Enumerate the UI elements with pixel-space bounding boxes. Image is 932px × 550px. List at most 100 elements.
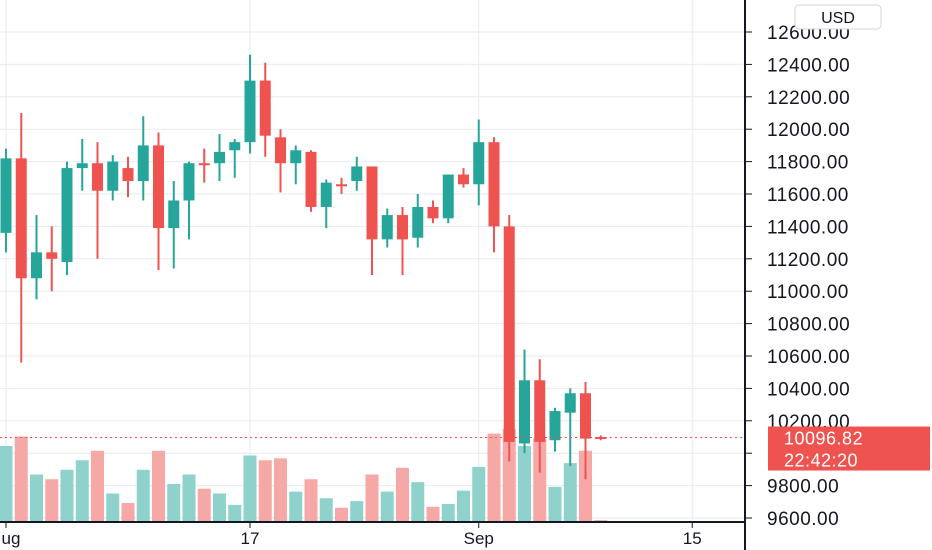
volume-bar [30,474,43,522]
candle-body [564,393,576,413]
candle-body [458,174,469,185]
candle-body [549,411,561,441]
candle-body [320,182,332,207]
candle-body [92,163,103,191]
candle [397,206,408,275]
volume-bar [304,479,318,522]
volume-bar [548,486,562,522]
candle [259,62,271,157]
countdown-badge [768,448,930,471]
candle [92,142,103,259]
candle [351,156,363,191]
candle [503,215,515,462]
price-tick-label: 10800.00 [767,315,850,336]
candle-body [214,151,225,164]
candles [0,54,607,480]
last-price-value: 10096.82 [784,429,863,449]
volume-bar [106,493,120,522]
candle [534,359,546,473]
volume-bar [152,450,165,522]
candle [381,208,393,248]
volume-bar [472,466,486,522]
time-tick-label: 15 [683,529,702,548]
candle [76,138,88,191]
candle [198,148,210,183]
candle [519,349,530,454]
volume-bar [274,458,287,522]
currency-button-frame[interactable] [794,4,882,30]
candle [214,134,225,182]
volume-bar [441,503,455,522]
candle-body [580,393,591,439]
candle-body [259,80,271,136]
candle [366,166,378,275]
candle [153,132,164,271]
time-tick-label: Sep [464,529,494,548]
time-tick-label: 17 [241,529,260,548]
volume-bar [487,433,501,522]
candle [183,161,195,240]
volume-bar [426,506,440,522]
volume-bar [167,484,181,522]
price-tick-label: 11000.00 [767,282,849,303]
candle-body [122,168,134,182]
candle [564,388,576,467]
candle-body [0,158,12,233]
candle-body [229,142,241,151]
volume-bar [258,460,272,522]
volume-bar [380,491,394,522]
candle-body [15,158,27,279]
candle [412,194,424,248]
volume-bar [365,474,379,522]
candle-body [412,206,424,238]
price-tick-label: 11600.00 [767,185,849,206]
volume-bar [579,450,592,522]
time-axis[interactable]: ug 17 Sep 15 [0,521,745,548]
candle-body [46,252,58,259]
candle-body [137,145,149,182]
grid-lines [0,0,745,522]
candle [137,116,149,201]
candle-body [503,226,515,442]
candle [229,138,241,178]
price-tick-label: 12400.00 [767,55,850,76]
candle [580,381,591,480]
price-tick-label: 10400.00 [767,379,850,400]
volume-bar [0,446,13,522]
price-tick-label: 10600.00 [767,347,850,368]
candle-body [351,166,363,182]
price-tick-label: 11800.00 [767,153,849,174]
candle-body [381,215,393,240]
volume-bar [289,491,303,522]
currency-label[interactable]: USD [821,10,855,27]
candle [31,215,42,300]
candle [15,113,27,363]
candle [244,54,256,154]
candle [275,129,286,193]
candle [473,119,485,206]
volume-bar [319,498,333,522]
volume-bar [14,436,28,522]
candle [107,155,119,201]
volume-bar [396,467,409,522]
candle-body [442,174,454,219]
price-tick-label: 12000.00 [767,120,850,141]
volume-bar [91,450,104,522]
candle-body [76,163,88,169]
volume-bar [60,469,74,522]
candle [0,148,12,253]
volume-bar [136,469,150,522]
candle [442,174,454,224]
candle [336,177,347,194]
candle [46,226,58,292]
currency-button[interactable]: USD [794,4,882,30]
volume-bar [457,490,470,522]
candle-body [534,380,546,442]
candle [61,161,73,275]
price-tick-label: 11200.00 [767,250,849,271]
candle [427,200,439,224]
candle-body [488,142,500,227]
candle-body [198,163,210,166]
candle [290,145,302,185]
